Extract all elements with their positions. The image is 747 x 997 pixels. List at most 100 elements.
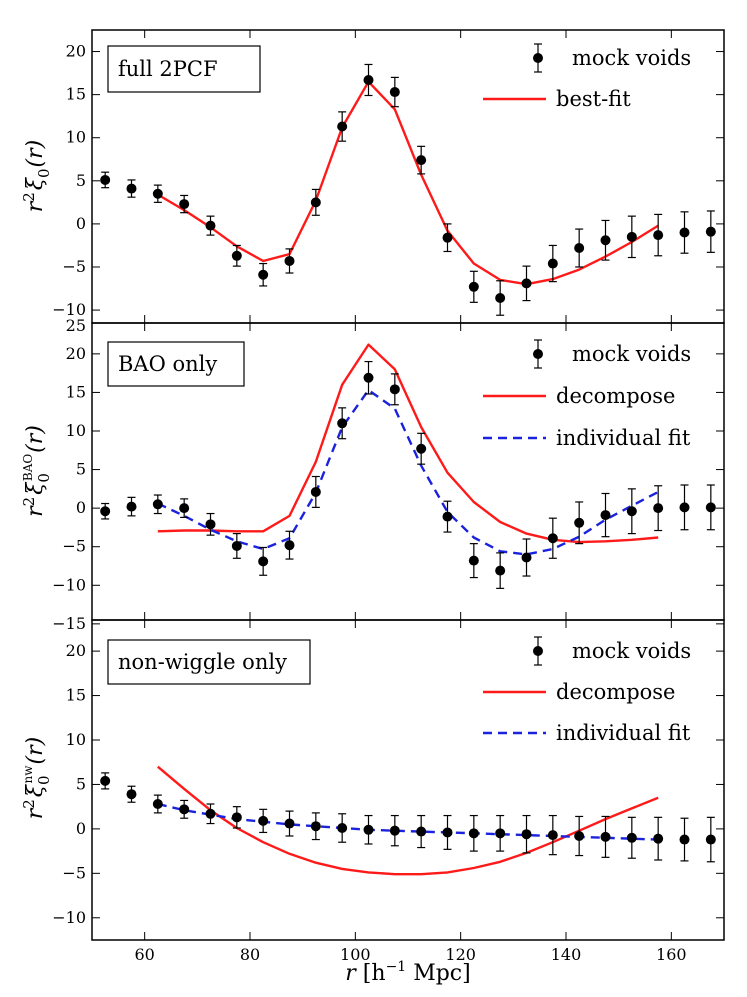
series-line-decompose xyxy=(157,765,659,876)
data-point xyxy=(100,506,111,517)
ylabel-superscript: nw xyxy=(21,765,35,784)
legend-label: decompose xyxy=(556,680,675,704)
data-point xyxy=(284,540,295,551)
data-point xyxy=(310,486,321,497)
y-tick-label: −10 xyxy=(52,575,86,594)
data-point xyxy=(442,827,453,838)
data-point xyxy=(152,499,163,510)
x-tick-label: 100 xyxy=(340,945,371,964)
data-point xyxy=(547,830,558,841)
y-tick-label: 0 xyxy=(76,214,86,233)
data-point xyxy=(679,227,690,238)
data-point xyxy=(258,815,269,826)
data-point xyxy=(495,565,506,576)
legend-marker-point xyxy=(533,53,543,63)
y-axis-label: r2 ξ0BAO(r) xyxy=(20,425,53,517)
y-tick-label: −10 xyxy=(52,908,86,927)
data-point xyxy=(653,833,664,844)
ylabel-r: r xyxy=(23,807,48,819)
data-point xyxy=(284,818,295,829)
data-point xyxy=(416,155,427,166)
data-point xyxy=(337,418,348,429)
y-tick-label: −10 xyxy=(52,300,86,319)
data-point xyxy=(205,220,216,231)
data-point xyxy=(574,517,585,528)
data-point xyxy=(521,278,532,289)
data-point xyxy=(442,511,453,522)
y-tick-label: −15 xyxy=(52,614,86,633)
data-point xyxy=(600,510,611,521)
data-point xyxy=(258,269,269,280)
data-point xyxy=(310,197,321,208)
data-point xyxy=(521,552,532,563)
y-tick-label: −5 xyxy=(62,863,86,882)
y-tick-label: 15 xyxy=(66,382,86,401)
data-point xyxy=(653,503,664,514)
y-axis-label: r2 ξ0nw(r) xyxy=(20,737,53,819)
legend-label: mock voids xyxy=(572,639,691,663)
x-axis-label: r [h−1 Mpc] xyxy=(345,959,470,986)
x-tick-label: 140 xyxy=(551,945,582,964)
ylabel-subscript: 0 xyxy=(35,473,53,483)
x-tick-label: 80 xyxy=(240,945,260,964)
ylabel-subscript: 0 xyxy=(35,775,53,785)
y-tick-label: 20 xyxy=(66,641,86,660)
x-tick-label: 60 xyxy=(134,945,154,964)
data-point xyxy=(126,789,137,800)
data-point xyxy=(389,825,400,836)
y-tick-label: −5 xyxy=(62,537,86,556)
xlabel-bracket: [h xyxy=(363,961,386,986)
y-axis-label: r2 ξ0(r) xyxy=(20,140,53,212)
y-tick-label: 20 xyxy=(66,344,86,363)
data-point xyxy=(495,293,506,304)
data-point xyxy=(231,812,242,823)
panel-label-box xyxy=(107,341,245,387)
x-tick-label: 160 xyxy=(656,945,687,964)
data-point xyxy=(126,501,137,512)
ylabel-superscript: BAO xyxy=(21,454,35,481)
data-point xyxy=(521,829,532,840)
data-point xyxy=(337,823,348,833)
legend-label: individual fit xyxy=(556,426,691,450)
ylabel-xi: ξ xyxy=(23,481,48,495)
y-tick-label: 5 xyxy=(76,460,86,479)
data-point xyxy=(100,775,111,786)
y-tick-label: 15 xyxy=(66,85,86,104)
ylabel-argument: (r) xyxy=(23,140,48,168)
y-tick-label: 5 xyxy=(76,171,86,190)
y-tick-label: 10 xyxy=(66,730,86,749)
y-tick-label: 0 xyxy=(76,819,86,838)
panel-label-box xyxy=(107,639,311,685)
legend-label: decompose xyxy=(556,384,675,408)
data-point xyxy=(468,281,479,292)
series-line-best-fit xyxy=(157,80,659,286)
ylabel-exponent: 2 xyxy=(20,192,38,202)
xlabel-unit: Mpc] xyxy=(406,961,471,986)
data-point xyxy=(363,824,374,835)
data-point xyxy=(152,188,163,199)
ylabel-xi: ξ xyxy=(23,783,48,797)
ylabel-r: r xyxy=(23,505,48,517)
y-tick-label: 10 xyxy=(66,128,86,147)
y-tick-label: 25 xyxy=(66,316,86,335)
data-point xyxy=(152,799,163,809)
data-point xyxy=(126,183,137,194)
data-point xyxy=(100,174,111,185)
data-point xyxy=(547,533,558,544)
ylabel-r: r xyxy=(23,200,48,212)
data-point xyxy=(705,834,716,845)
panel-label: non-wiggle only xyxy=(118,650,287,674)
ylabel-argument: (r) xyxy=(23,737,48,765)
data-point xyxy=(626,506,637,517)
data-point xyxy=(179,199,190,210)
y-tick-label: −5 xyxy=(62,257,86,276)
data-point xyxy=(337,121,348,132)
series-line-individual-fit xyxy=(157,388,659,556)
data-point xyxy=(679,834,690,845)
y-tick-label: 5 xyxy=(76,774,86,793)
data-point xyxy=(574,831,585,841)
xlabel-exponent: −1 xyxy=(386,959,407,975)
ylabel-xi: ξ xyxy=(23,176,48,190)
